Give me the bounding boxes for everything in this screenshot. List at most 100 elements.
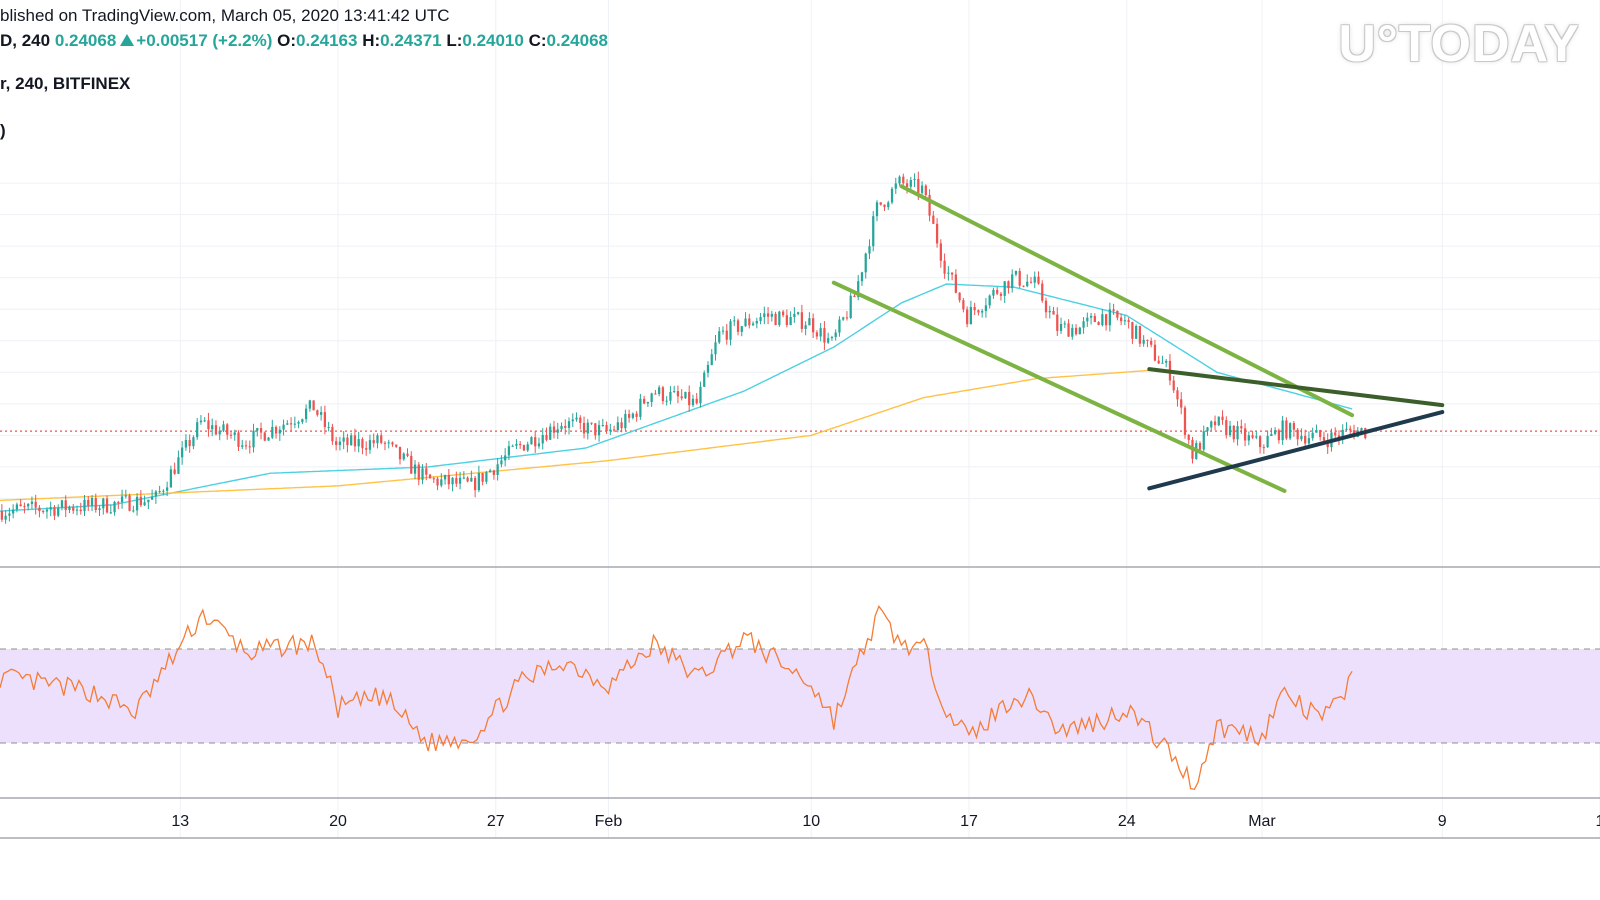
- moving-average-line: [0, 369, 1150, 502]
- high-label: H:: [362, 31, 381, 50]
- candle-body: [872, 216, 875, 247]
- candle-body: [947, 272, 950, 274]
- candle-body: [27, 503, 30, 507]
- candle-body: [365, 448, 368, 450]
- rsi-series-line: [0, 604, 1353, 791]
- candle-body: [838, 319, 841, 333]
- candle-body: [139, 496, 142, 506]
- candle-body: [733, 320, 736, 322]
- candle-body: [1296, 429, 1299, 440]
- candle-body: [1089, 315, 1093, 318]
- x-tick-label: Mar: [1248, 813, 1276, 830]
- candle-body: [1315, 430, 1318, 433]
- trendline-channel-upper: [899, 184, 1355, 418]
- candle-body: [545, 435, 548, 440]
- candle-body: [1345, 428, 1348, 430]
- candle-body: [913, 178, 916, 181]
- candle-body: [113, 501, 116, 513]
- symbol-timeframe: D, 240: [0, 31, 51, 50]
- published-text: blished on TradingView.com, March 05, 20…: [0, 6, 450, 25]
- candle-body: [244, 445, 248, 447]
- candle-body: [1165, 360, 1168, 363]
- candle-body: [1056, 314, 1059, 331]
- candle-body: [684, 391, 687, 399]
- candle-body: [207, 420, 210, 430]
- candle-body: [1228, 425, 1232, 436]
- candle-body: [804, 325, 807, 329]
- candle-body: [353, 435, 357, 447]
- candle-body: [549, 426, 552, 440]
- candle-body: [436, 478, 439, 486]
- candle-body: [1029, 281, 1033, 283]
- candle-body: [1300, 435, 1303, 440]
- candle-body: [800, 312, 804, 329]
- candle-body: [312, 400, 315, 411]
- candle-body: [1289, 423, 1292, 439]
- candle-body: [1071, 327, 1074, 337]
- candle-body: [470, 477, 473, 482]
- candle-body: [150, 496, 154, 500]
- indicator-legend: ): [0, 121, 6, 141]
- candle-body: [162, 490, 165, 492]
- candle-body: [1319, 430, 1322, 438]
- candle-body: [530, 437, 533, 445]
- candle-body: [259, 428, 263, 433]
- candle-body: [1074, 327, 1078, 335]
- candle-body: [1146, 339, 1149, 341]
- candle-body: [425, 468, 428, 475]
- candle-body: [984, 305, 988, 311]
- candle-body: [192, 437, 195, 447]
- candle-body: [1048, 310, 1051, 313]
- candle-body: [924, 185, 927, 196]
- candle-body: [853, 295, 856, 297]
- candle-body: [30, 501, 34, 504]
- candle-body: [1251, 435, 1254, 438]
- rsi-band-fill: [0, 649, 1600, 743]
- candle-body: [785, 315, 788, 326]
- candle-body: [695, 398, 698, 404]
- candle-body: [428, 474, 432, 479]
- candle-body: [338, 441, 342, 445]
- candle-body: [812, 318, 815, 333]
- candle-body: [755, 320, 758, 324]
- candle-body: [541, 435, 544, 444]
- x-tick-label: 27: [487, 813, 505, 830]
- candle-body: [977, 310, 980, 313]
- candle-body: [631, 413, 634, 418]
- candle-body: [248, 446, 251, 448]
- candle-body: [1018, 270, 1021, 286]
- candle-body: [522, 445, 526, 451]
- candle-body: [571, 419, 574, 422]
- candle-body: [60, 500, 64, 508]
- candle-body: [1157, 360, 1160, 364]
- rsi-line: [0, 604, 1353, 791]
- candle-body: [1202, 431, 1205, 450]
- candle-body: [199, 420, 203, 423]
- candle-body: [458, 477, 462, 484]
- candle-body: [293, 423, 296, 425]
- moving-averages: [0, 283, 1353, 512]
- candle-body: [1349, 428, 1352, 431]
- candle-body: [864, 253, 867, 273]
- candle-body: [620, 422, 623, 429]
- candle-body: [740, 326, 743, 332]
- candle-body: [515, 443, 518, 446]
- candle-body: [1236, 426, 1239, 440]
- candle-body: [154, 491, 157, 497]
- candle-body: [714, 342, 717, 355]
- candle-body: [203, 420, 206, 422]
- candle-body: [823, 328, 826, 343]
- candle-body: [1337, 435, 1341, 438]
- candle-body: [815, 332, 819, 337]
- candle-body: [1101, 314, 1104, 326]
- candle-body: [1217, 416, 1220, 426]
- candle-body: [721, 330, 725, 332]
- low-value: 0.24010: [462, 31, 524, 50]
- candle-body: [421, 468, 424, 480]
- candle-body: [368, 440, 372, 450]
- candle-body: [1206, 427, 1209, 432]
- candle-body: [286, 423, 289, 425]
- candle-body: [1014, 270, 1018, 275]
- candle-body: [1183, 407, 1187, 435]
- trendline-support: [1147, 410, 1445, 491]
